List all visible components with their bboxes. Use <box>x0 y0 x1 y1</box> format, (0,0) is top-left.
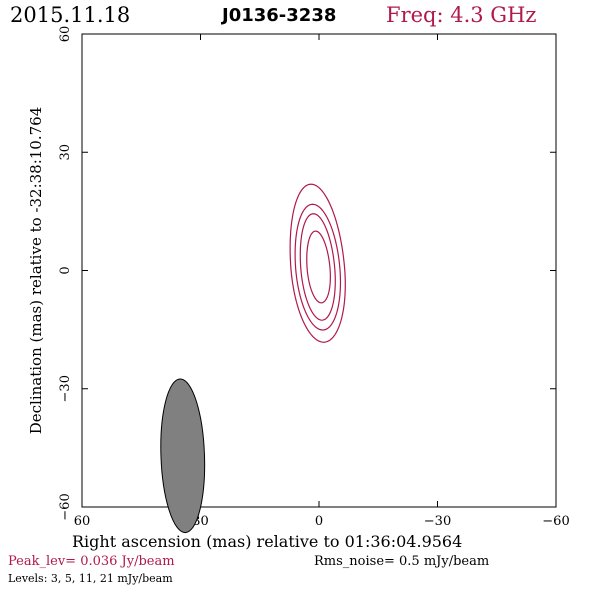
contour-level-5 <box>294 203 342 331</box>
contour-level-11 <box>299 213 336 321</box>
x-axis-label: Right ascension (mas) relative to 01:36:… <box>72 532 463 551</box>
axis-ticks <box>81 33 557 508</box>
y-axis-label: Declination (mas) relative to -32:38:10.… <box>27 107 45 435</box>
contour-level-3 <box>289 183 346 343</box>
x-tick-label: −30 <box>424 514 451 529</box>
y-tick-label: 60 <box>58 26 73 43</box>
y-tick-label: 30 <box>58 144 73 161</box>
contour-group <box>289 183 346 343</box>
source-name: J0136-3238 <box>222 5 337 26</box>
plot-frame <box>81 33 557 508</box>
x-tick-label: 0 <box>315 514 323 529</box>
contour-level-21 <box>306 230 331 304</box>
frequency-label: Freq: 4.3 GHz <box>386 3 537 27</box>
beam-ellipse <box>160 378 206 534</box>
x-tick-label: −60 <box>542 514 569 529</box>
contour-levels: Levels: 3, 5, 11, 21 mJy/beam <box>8 572 173 585</box>
beam-group <box>160 378 206 534</box>
y-tick-label: −30 <box>58 375 73 402</box>
y-tick-label: 0 <box>58 266 73 274</box>
observation-date: 2015.11.18 <box>10 3 131 27</box>
peak-level: Peak_lev= 0.036 Jy/beam <box>8 554 175 569</box>
rms-noise: Rms_noise= 0.5 mJy/beam <box>314 554 490 569</box>
x-tick-label: 60 <box>74 514 91 529</box>
y-tick-label: −60 <box>58 493 73 520</box>
